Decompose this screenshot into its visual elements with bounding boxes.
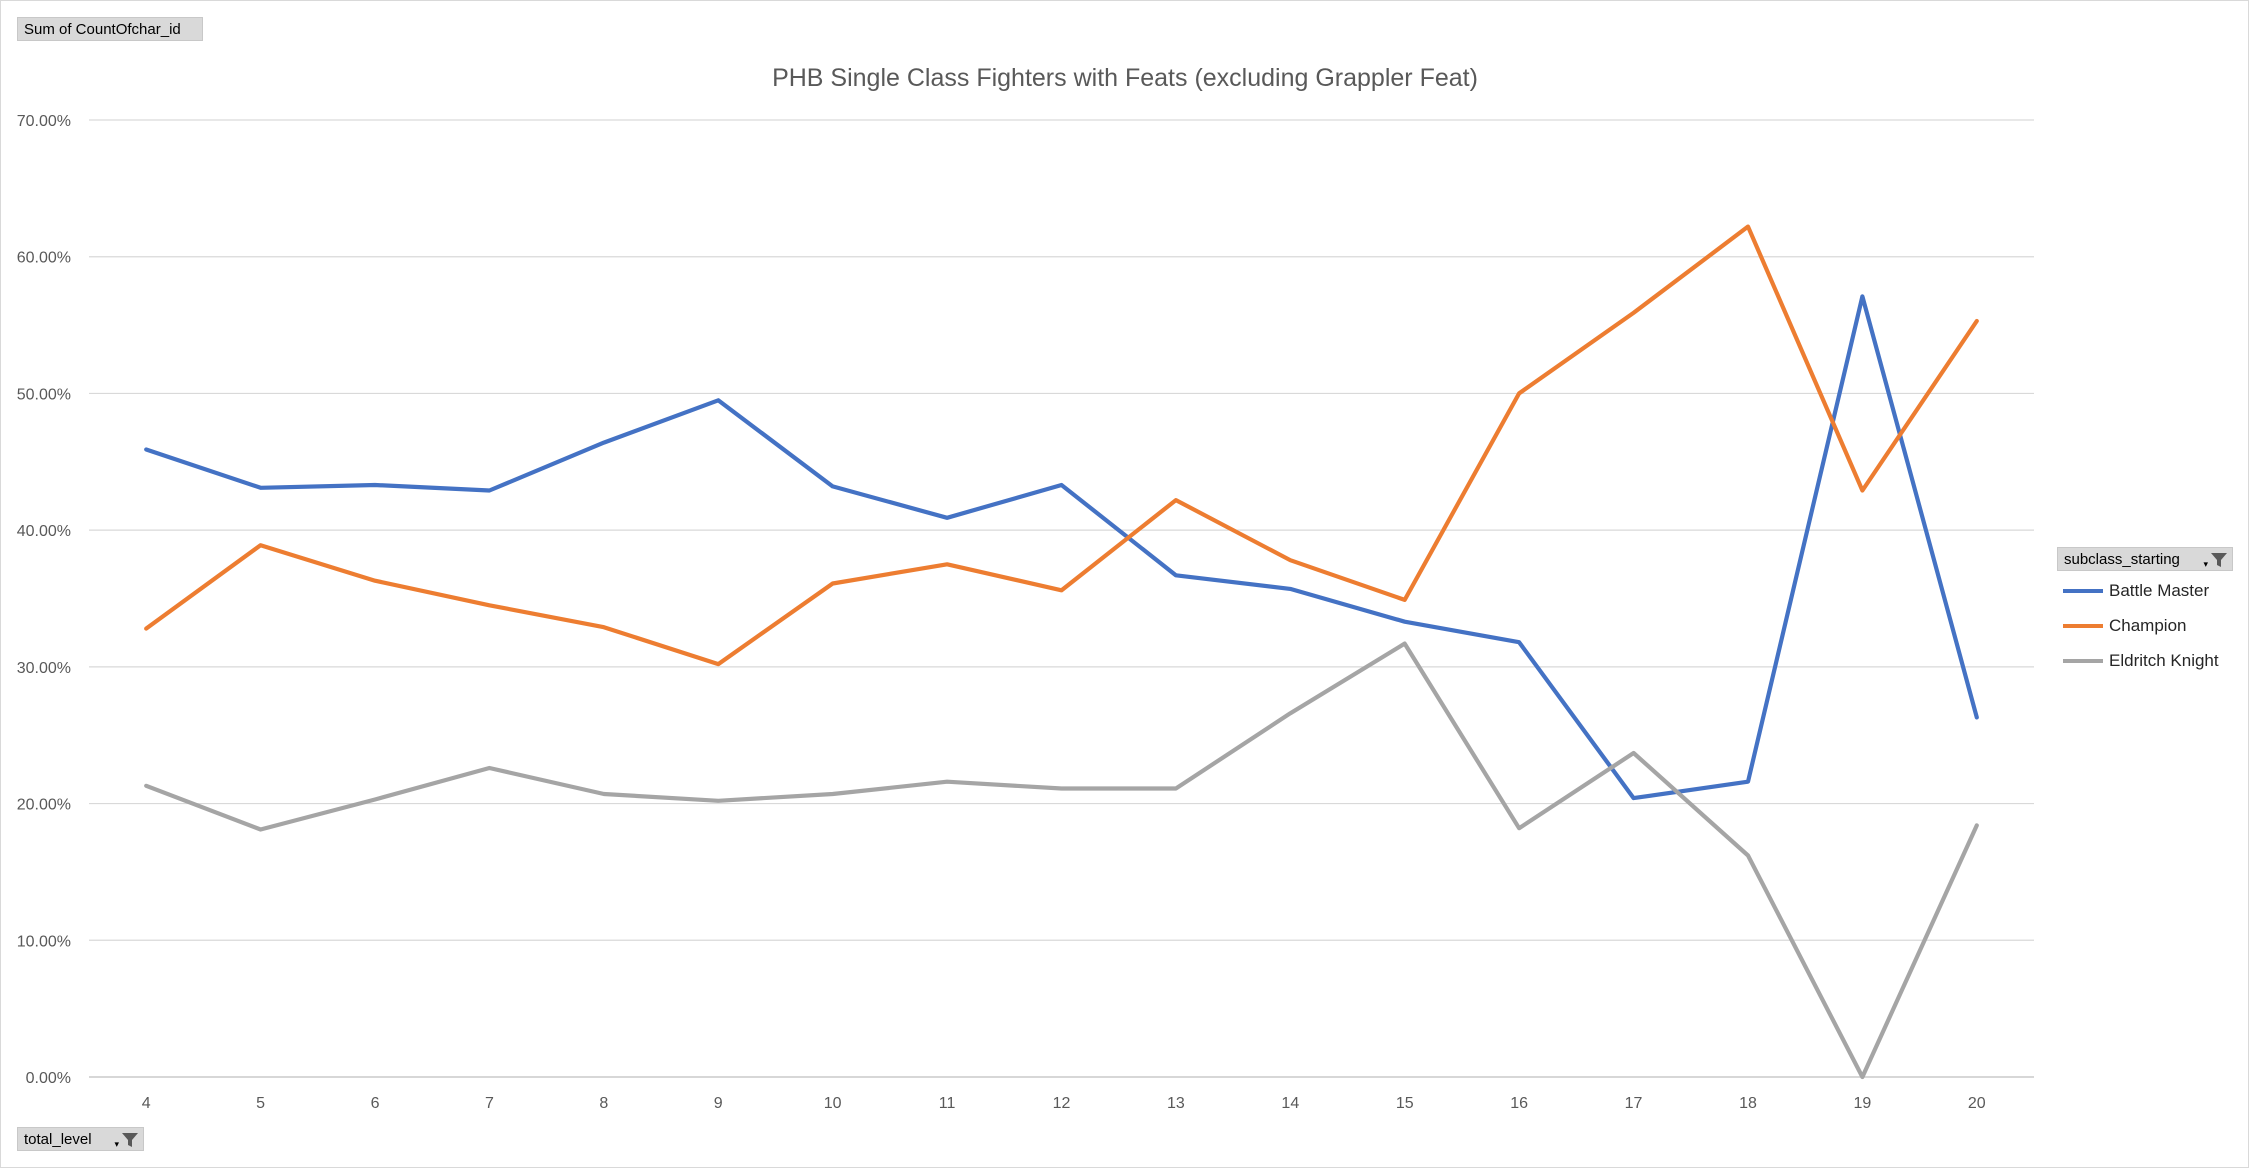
x-tick-label: 20 [1968,1095,1986,1112]
x-axis: 4 5 6 7 8 9 10 11 12 13 14 15 16 17 18 19 20 [142,1095,1986,1112]
chart-title: PHB Single Class Fighters with Feats (ex… [772,64,1478,92]
legend-label: Eldritch Knight [2109,651,2219,670]
y-axis: 0.00% 10.00% 20.00% 30.00% 40.00% 50.00% 60.00… [17,113,71,1087]
axis-field-tools[interactable]: ▾ [114,1130,139,1150]
x-tick-label: 19 [1853,1095,1871,1112]
legend-field-label: subclass_starting [2064,551,2180,568]
legend-item-eldritch-knight[interactable]: Eldritch Knight [2063,649,2219,673]
y-tick-label: 20.00% [17,797,71,814]
legend-item-battle-master[interactable]: Battle Master [2063,579,2209,603]
x-tick-label: 16 [1510,1095,1528,1112]
dropdown-caret-icon: ▾ [2203,559,2208,569]
series-lines [144,224,1979,1080]
legend-swatch [2063,589,2103,593]
x-tick-label: 7 [485,1095,494,1112]
y-tick-label: 0.00% [26,1070,71,1087]
x-tick-label: 12 [1053,1095,1071,1112]
legend-swatch [2063,624,2103,628]
filter-icon [122,1133,138,1147]
legend-field-button[interactable]: subclass_starting ▾ [2057,547,2233,571]
values-field-label: Sum of CountOfchar_id [24,21,181,38]
legend-label: Battle Master [2109,581,2210,600]
x-tick-label: 11 [939,1095,956,1112]
values-field-button[interactable]: Sum of CountOfchar_id [17,17,203,41]
y-tick-label: 10.00% [17,933,71,950]
series-line-battle-master[interactable] [144,294,1979,801]
x-tick-label: 10 [824,1095,842,1112]
x-tick-label: 15 [1396,1095,1414,1112]
x-tick-label: 17 [1625,1095,1643,1112]
x-tick-label: 8 [599,1095,608,1112]
y-tick-label: 70.00% [17,113,71,130]
series-line-eldritch-knight[interactable] [144,641,1979,1080]
x-tick-label: 6 [371,1095,380,1112]
y-tick-label: 40.00% [17,523,71,540]
x-tick-label: 5 [256,1095,265,1112]
y-tick-label: 60.00% [17,250,71,267]
x-tick-label: 13 [1167,1095,1185,1112]
series-line-champion[interactable] [144,224,1979,667]
legend-item-champion[interactable]: Champion [2063,614,2187,638]
x-tick-label: 14 [1281,1095,1299,1112]
legend-label: Champion [2109,616,2187,635]
gridlines [89,119,2034,1078]
legend-swatch [2063,659,2103,663]
filter-icon [2211,553,2227,567]
x-tick-label: 18 [1739,1095,1757,1112]
x-tick-label: 9 [714,1095,723,1112]
y-tick-label: 50.00% [17,386,71,403]
legend-field-tools[interactable]: ▾ [2203,550,2228,570]
axis-field-label: total_level [24,1131,92,1148]
axis-field-button[interactable]: total_level ▾ [17,1127,144,1151]
x-tick-label: 4 [142,1095,151,1112]
y-tick-label: 30.00% [17,660,71,677]
dropdown-caret-icon: ▾ [114,1139,119,1149]
